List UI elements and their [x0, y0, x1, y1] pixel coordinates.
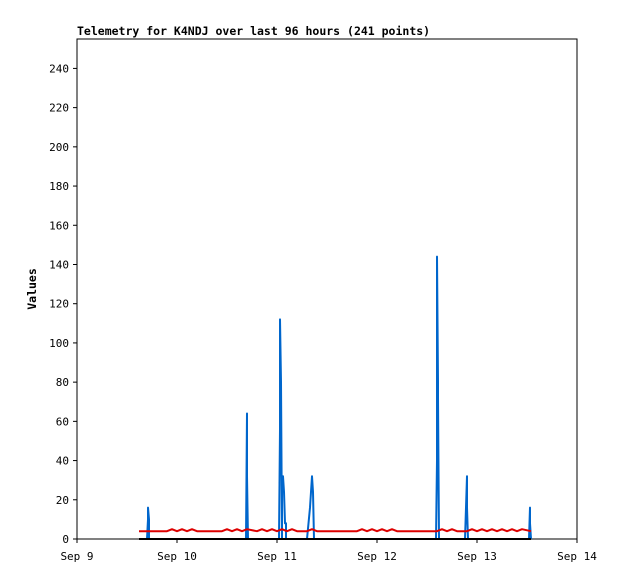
- x-tick-label: Sep 9: [60, 550, 93, 563]
- x-tick-label: Sep 10: [157, 550, 197, 563]
- y-tick-label: 180: [49, 180, 69, 193]
- y-tick-label: 120: [49, 298, 69, 311]
- series-line-3: [139, 528, 532, 533]
- y-tick-label: 160: [49, 219, 69, 232]
- x-tick-label: Sep 13: [457, 550, 497, 563]
- y-tick-label: 240: [49, 62, 69, 75]
- y-axis-ticks: 0 20 40 60 80 100 120 140 160 180 200 220 240: [49, 62, 77, 546]
- x-tick-label: Sep 11: [257, 550, 297, 563]
- y-tick-label: 0: [62, 533, 69, 546]
- y-tick-label: 80: [56, 376, 69, 389]
- y-tick-label: 60: [56, 415, 69, 428]
- y-tick-label: 220: [49, 102, 69, 115]
- series-layer: [139, 255, 532, 540]
- series-line-1: [139, 255, 532, 540]
- y-tick-label: 40: [56, 455, 69, 468]
- y-tick-label: 20: [56, 494, 69, 507]
- y-tick-label: 140: [49, 258, 69, 271]
- y-tick-label: 200: [49, 141, 69, 154]
- plot-frame: [76, 38, 578, 540]
- chart-title: Telemetry for K4NDJ over last 96 hours (…: [77, 24, 430, 38]
- x-tick-label: Sep 12: [357, 550, 397, 563]
- x-axis-ticks: Sep 9 Sep 10 Sep 11 Sep 12 Sep 13 Sep 14: [60, 539, 597, 563]
- x-tick-label: Sep 14: [557, 550, 597, 563]
- y-tick-label: 100: [49, 337, 69, 350]
- y-axis-label: Values: [25, 268, 39, 310]
